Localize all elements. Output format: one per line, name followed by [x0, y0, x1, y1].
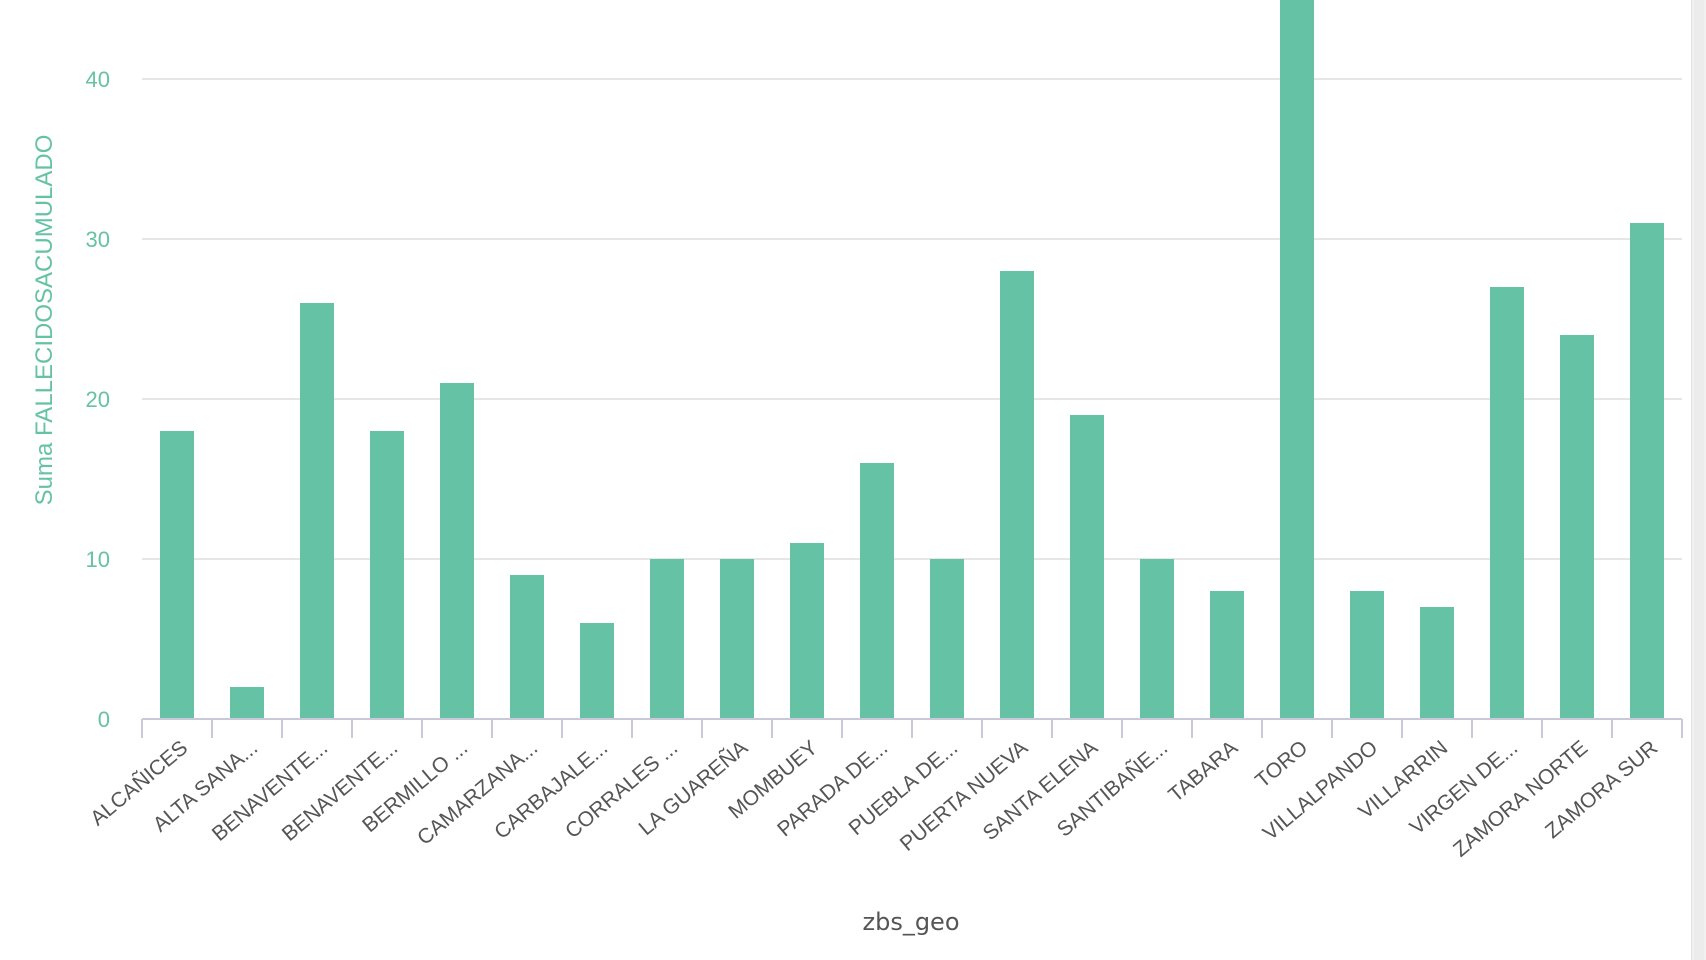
bar[interactable] [720, 559, 754, 719]
bar[interactable] [1280, 0, 1314, 719]
y-tick-label: 0 [98, 707, 110, 732]
bar[interactable] [1420, 607, 1454, 719]
gridlines [142, 78, 1682, 560]
bar[interactable] [790, 543, 824, 719]
bars [160, 0, 1664, 719]
bar[interactable] [230, 687, 264, 719]
bar[interactable] [370, 431, 404, 719]
bar[interactable] [1070, 415, 1104, 719]
x-tick-label: TABARA [1164, 736, 1242, 807]
bar[interactable] [440, 383, 474, 719]
x-tick-label: TORO [1251, 736, 1312, 792]
bar[interactable] [860, 463, 894, 719]
bar[interactable] [1210, 591, 1244, 719]
y-tick-label: 10 [86, 547, 110, 572]
vertical-scrollbar[interactable] [1691, 0, 1706, 960]
y-axis-label: Suma FALLECIDOSACUMULADO [31, 135, 58, 506]
y-tick-label: 30 [86, 227, 110, 252]
bar[interactable] [1140, 559, 1174, 719]
x-tick-label: PUERTA NUEVA [896, 736, 1032, 856]
bar[interactable] [580, 623, 614, 719]
x-axis-label: zbs_geo [862, 908, 959, 936]
bar[interactable] [1560, 335, 1594, 719]
bar[interactable] [650, 559, 684, 719]
y-tick-label: 40 [86, 67, 110, 92]
bar[interactable] [1000, 271, 1034, 719]
bar[interactable] [1630, 223, 1664, 719]
scrollbar-thumb[interactable] [1694, 0, 1704, 960]
bar[interactable] [930, 559, 964, 719]
bar[interactable] [300, 303, 334, 719]
bar[interactable] [160, 431, 194, 719]
bar[interactable] [510, 575, 544, 719]
bar[interactable] [1350, 591, 1384, 719]
bar[interactable] [1490, 287, 1524, 719]
x-tick-label: CAMARZANA... [413, 736, 542, 850]
y-tick-label: 20 [86, 387, 110, 412]
y-tick-labels: 0 10 20 30 40 [86, 67, 110, 732]
axes [141, 718, 1683, 738]
